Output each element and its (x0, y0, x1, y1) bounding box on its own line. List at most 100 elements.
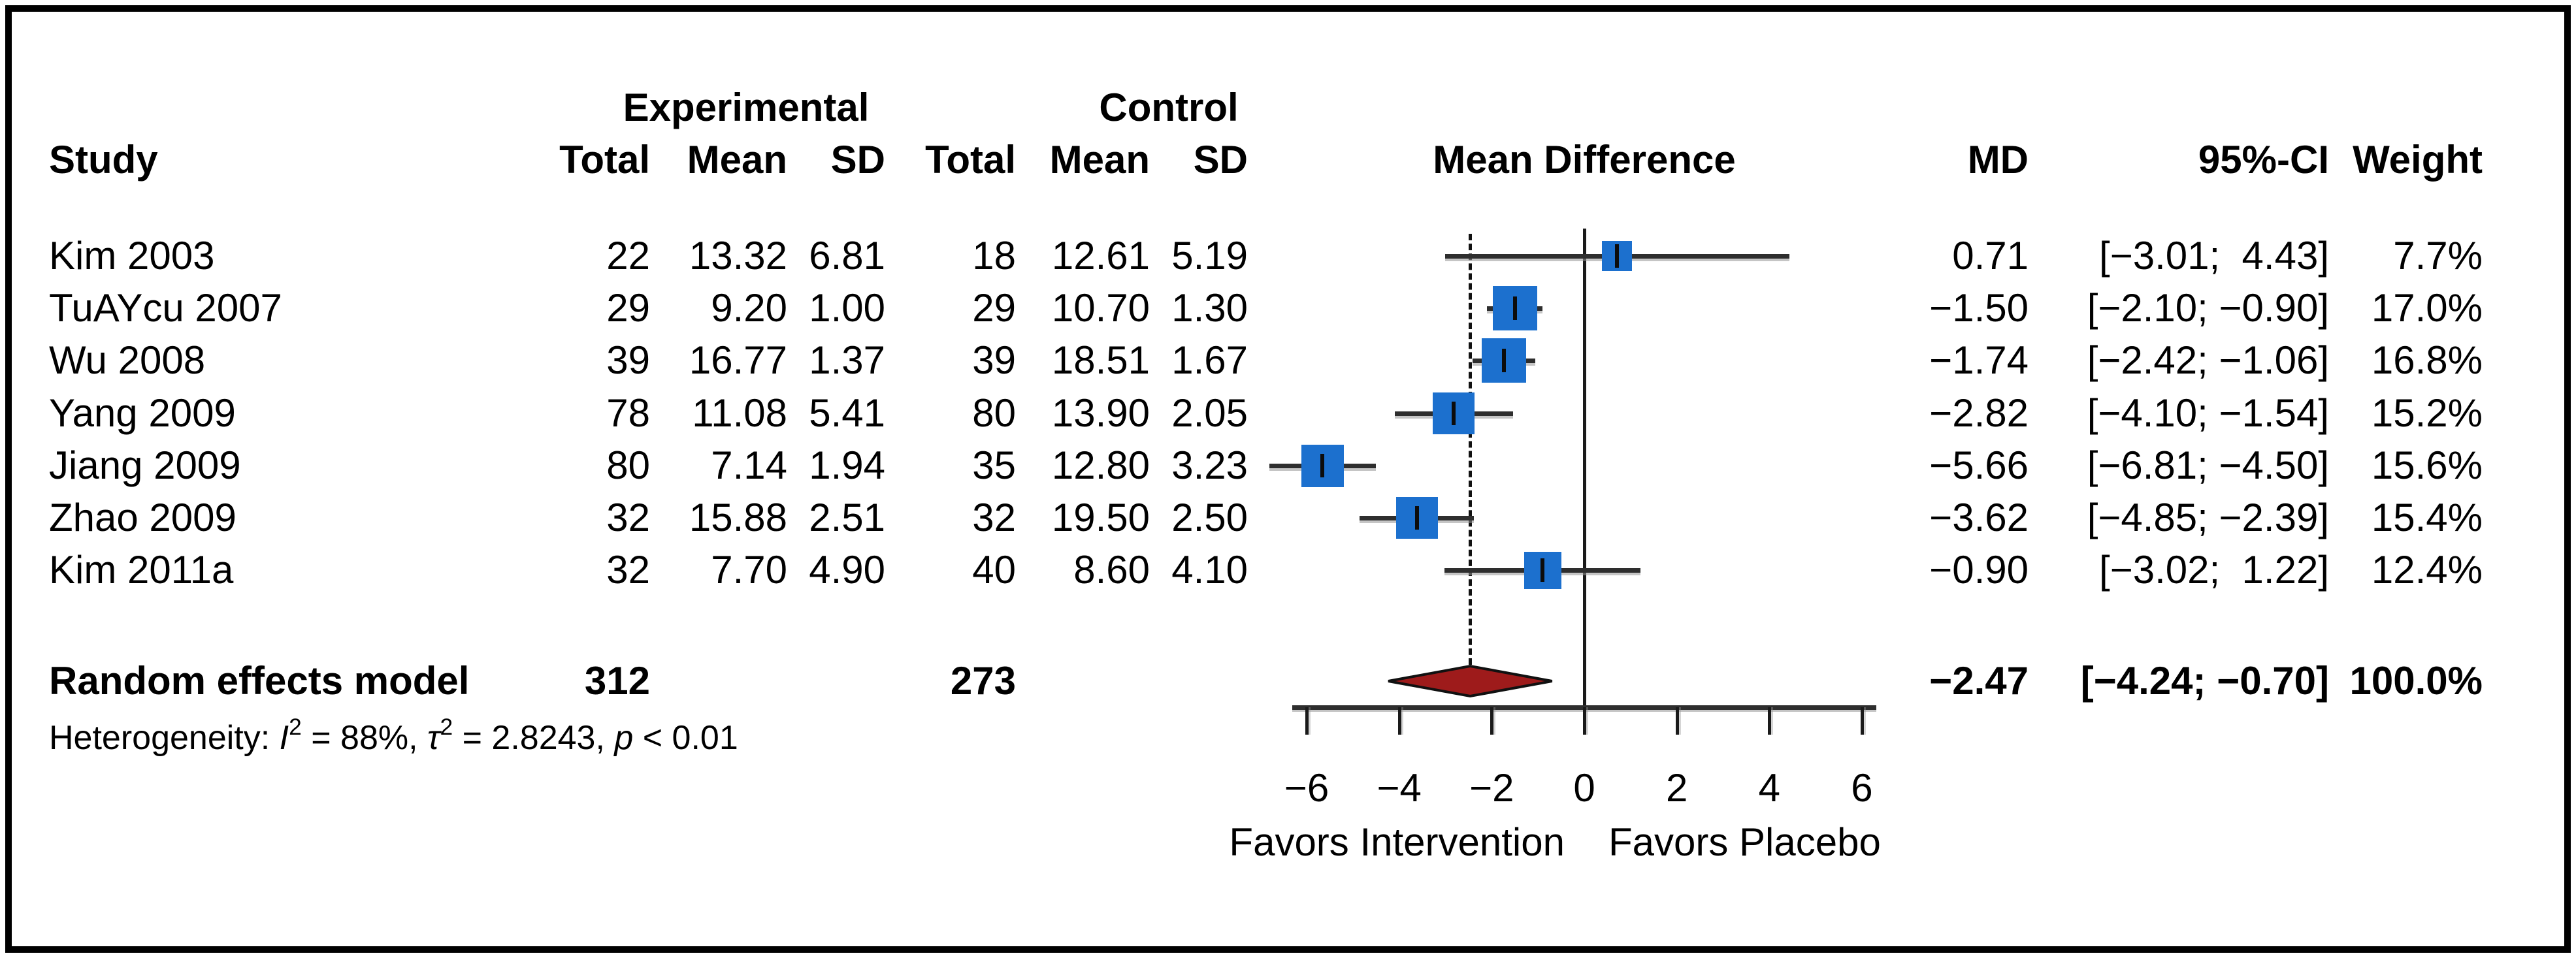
summary-md-value: −2.47 (1929, 659, 2029, 703)
study-name: TuAYcu 2007 (49, 286, 282, 330)
axis-tick (1768, 707, 1772, 735)
ci-value: [−6.81; −4.50] (2087, 443, 2329, 487)
header-col-exp-sd: SD (830, 138, 885, 182)
md-value: −2.82 (1929, 391, 2029, 435)
exp-sd-value: 1.94 (809, 443, 885, 487)
md-value: −5.66 (1929, 443, 2029, 487)
weight-value: 7.7% (2393, 234, 2483, 278)
exp-total-value: 80 (606, 443, 650, 487)
exp-sd-value: 2.51 (809, 496, 885, 539)
exp-total-value: 32 (606, 496, 650, 539)
ctl-total-value: 40 (972, 548, 1016, 592)
header-col-effect: Mean Difference (1433, 138, 1736, 182)
point-marker (1615, 244, 1620, 268)
study-name: Wu 2008 (49, 338, 206, 382)
heterogeneity-text: Heterogeneity: I2 = 88%, τ2 = 2.8243, p … (49, 716, 738, 757)
point-marker (1541, 558, 1545, 582)
ctl-total-value: 39 (972, 338, 1016, 382)
weight-value: 15.4% (2371, 496, 2483, 539)
ctl-mean-value: 19.50 (1051, 496, 1150, 539)
axis-tick (1305, 707, 1309, 735)
ctl-mean-value: 18.51 (1051, 338, 1150, 382)
exp-mean-value: 16.77 (689, 338, 787, 382)
ctl-mean-value: 10.70 (1051, 286, 1150, 330)
ctl-mean-value: 12.80 (1051, 443, 1150, 487)
summary-label: Random effects model (49, 659, 470, 703)
exp-sd-value: 1.37 (809, 338, 885, 382)
header-col-ctl-mean: Mean (1049, 138, 1150, 182)
study-name: Zhao 2009 (49, 496, 236, 539)
header-col-ctl-sd: SD (1193, 138, 1248, 182)
axis-tick-label: 2 (1665, 766, 1688, 810)
ctl-mean-value: 13.90 (1051, 391, 1150, 435)
exp-mean-value: 11.08 (692, 391, 787, 435)
ci-value: [−4.85; −2.39] (2087, 496, 2329, 539)
ctl-sd-value: 1.67 (1171, 338, 1248, 382)
summary-diamond (1388, 664, 1552, 698)
point-marker (1512, 296, 1517, 320)
header-col-md: MD (1967, 138, 2029, 182)
axis-tick (1860, 707, 1864, 735)
pooled-effect-dashed-line (1469, 234, 1473, 665)
ctl-sd-value: 2.05 (1171, 391, 1248, 435)
weight-value: 12.4% (2371, 548, 2483, 592)
axis-tick (1490, 707, 1494, 735)
exp-mean-value: 7.70 (711, 548, 787, 592)
heterogeneity-segment: I (279, 719, 289, 757)
ci-value: [−2.10; −0.90] (2087, 286, 2329, 330)
summary-ctl-total: 273 (950, 659, 1016, 703)
axis-tick (1583, 707, 1586, 735)
md-value: −0.90 (1929, 548, 2029, 592)
heterogeneity-segment: 2 (289, 714, 302, 741)
point-marker (1414, 506, 1419, 530)
ctl-sd-value: 2.50 (1171, 496, 1248, 539)
exp-total-value: 32 (606, 548, 650, 592)
heterogeneity-segment: = 2.8243, (453, 719, 615, 757)
ctl-sd-value: 5.19 (1171, 234, 1248, 278)
ctl-total-value: 29 (972, 286, 1016, 330)
axis-label-favors-placebo: Favors Placebo (1608, 820, 1881, 864)
header-col-ctl-total: Total (925, 138, 1016, 182)
ci-value: [−3.02; 1.22] (2099, 548, 2329, 592)
weight-value: 16.8% (2371, 338, 2483, 382)
heterogeneity-segment: = 88%, (301, 719, 428, 757)
heterogeneity-segment: p (614, 719, 634, 757)
ctl-mean-value: 12.61 (1051, 234, 1150, 278)
md-value: −3.62 (1929, 496, 2029, 539)
header-col-exp-total: Total (559, 138, 650, 182)
axis-tick-label: −2 (1469, 766, 1514, 810)
md-value: −1.74 (1929, 338, 2029, 382)
axis-tick-label: 6 (1851, 766, 1873, 810)
exp-sd-value: 1.00 (809, 286, 885, 330)
exp-sd-value: 5.41 (809, 391, 885, 435)
heterogeneity-segment: Heterogeneity: (49, 719, 280, 757)
point-marker (1320, 454, 1325, 477)
md-value: −1.50 (1929, 286, 2029, 330)
weight-value: 17.0% (2371, 286, 2483, 330)
study-name: Kim 2011a (49, 548, 234, 592)
md-value: 0.71 (1952, 234, 2029, 278)
heterogeneity-segment: 2 (440, 714, 453, 741)
ctl-total-value: 32 (972, 496, 1016, 539)
ctl-total-value: 35 (972, 443, 1016, 487)
axis-tick (1675, 707, 1679, 735)
ctl-sd-value: 4.10 (1171, 548, 1248, 592)
summary-exp-total: 312 (584, 659, 650, 703)
zero-line (1583, 229, 1586, 735)
header-col-exp-mean: Mean (687, 138, 787, 182)
exp-mean-value: 7.14 (711, 443, 787, 487)
exp-sd-value: 4.90 (809, 548, 885, 592)
axis-tick (1397, 707, 1401, 735)
exp-total-value: 39 (606, 338, 650, 382)
exp-mean-value: 9.20 (711, 286, 787, 330)
exp-mean-value: 13.32 (689, 234, 787, 278)
axis-tick-label: −4 (1377, 766, 1422, 810)
ci-value: [−4.10; −1.54] (2087, 391, 2329, 435)
exp-total-value: 78 (606, 391, 650, 435)
header-col-study: Study (49, 138, 158, 182)
axis-label-favors-intervention: Favors Intervention (1229, 820, 1565, 864)
point-marker (1501, 349, 1506, 372)
ctl-sd-value: 3.23 (1171, 443, 1248, 487)
header-col-weight: Weight (2353, 138, 2483, 182)
